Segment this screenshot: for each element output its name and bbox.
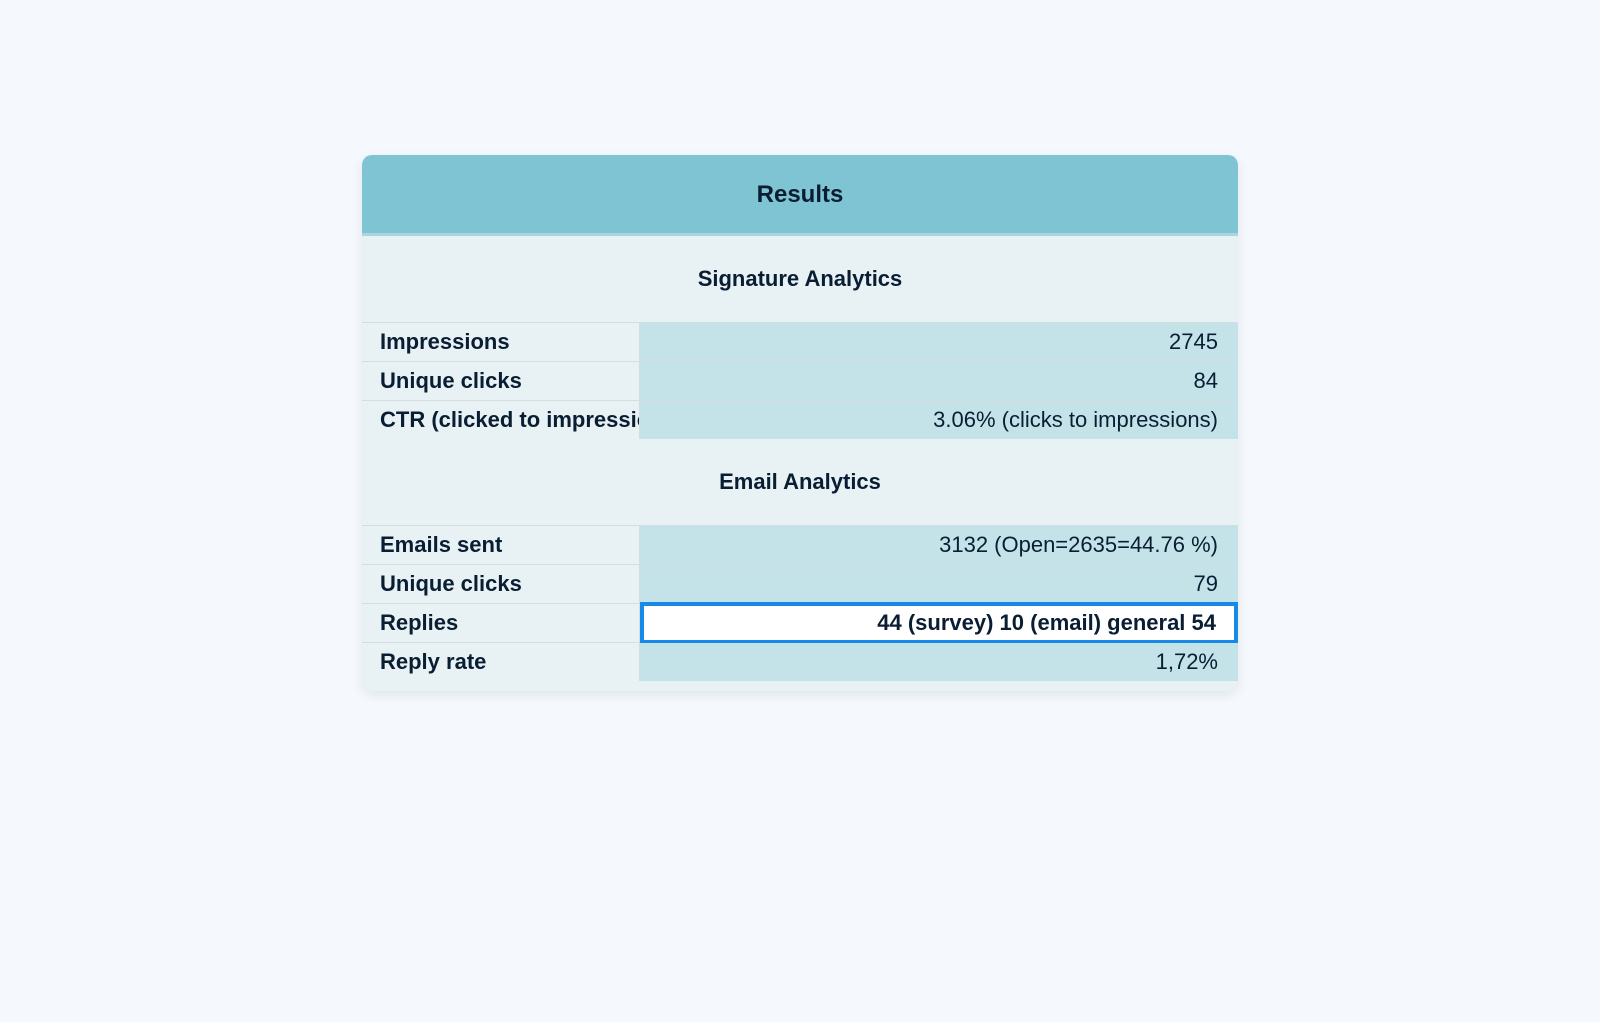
table-row: CTR (clicked to impressions) 3.06% (clic… [362,400,1238,439]
results-panel: Results Signature Analytics Impressions … [362,155,1238,691]
row-label-ctr: CTR (clicked to impressions) [362,401,640,439]
row-label-emails-sent: Emails sent [362,526,640,564]
row-value-reply-rate: 1,72% [640,643,1238,681]
section-title: Signature Analytics [362,266,1238,292]
table-row: Unique clicks 79 [362,564,1238,603]
table-row: Emails sent 3132 (Open=2635=44.76 %) [362,525,1238,564]
row-label-unique-clicks: Unique clicks [362,362,640,400]
table-row: Replies 44 (survey) 10 (email) general 5… [362,603,1238,642]
row-value-impressions: 2745 [640,323,1238,361]
table-row: Impressions 2745 [362,322,1238,361]
section-header-email: Email Analytics [362,439,1238,525]
row-label-replies: Replies [362,604,640,642]
table-row: Unique clicks 84 [362,361,1238,400]
row-label-impressions: Impressions [362,323,640,361]
section-title: Email Analytics [362,469,1238,495]
row-value-unique-clicks: 84 [640,362,1238,400]
panel-header: Results [362,155,1238,236]
row-value-replies-highlighted: 44 (survey) 10 (email) general 54 [640,602,1238,644]
row-value-unique-clicks-email: 79 [640,565,1238,603]
row-value-emails-sent: 3132 (Open=2635=44.76 %) [640,526,1238,564]
row-label-reply-rate: Reply rate [362,643,640,681]
row-label-unique-clicks-email: Unique clicks [362,565,640,603]
table-row: Reply rate 1,72% [362,642,1238,691]
section-header-signature: Signature Analytics [362,236,1238,322]
row-value-ctr: 3.06% (clicks to impressions) [640,401,1238,439]
panel-title: Results [362,181,1238,209]
